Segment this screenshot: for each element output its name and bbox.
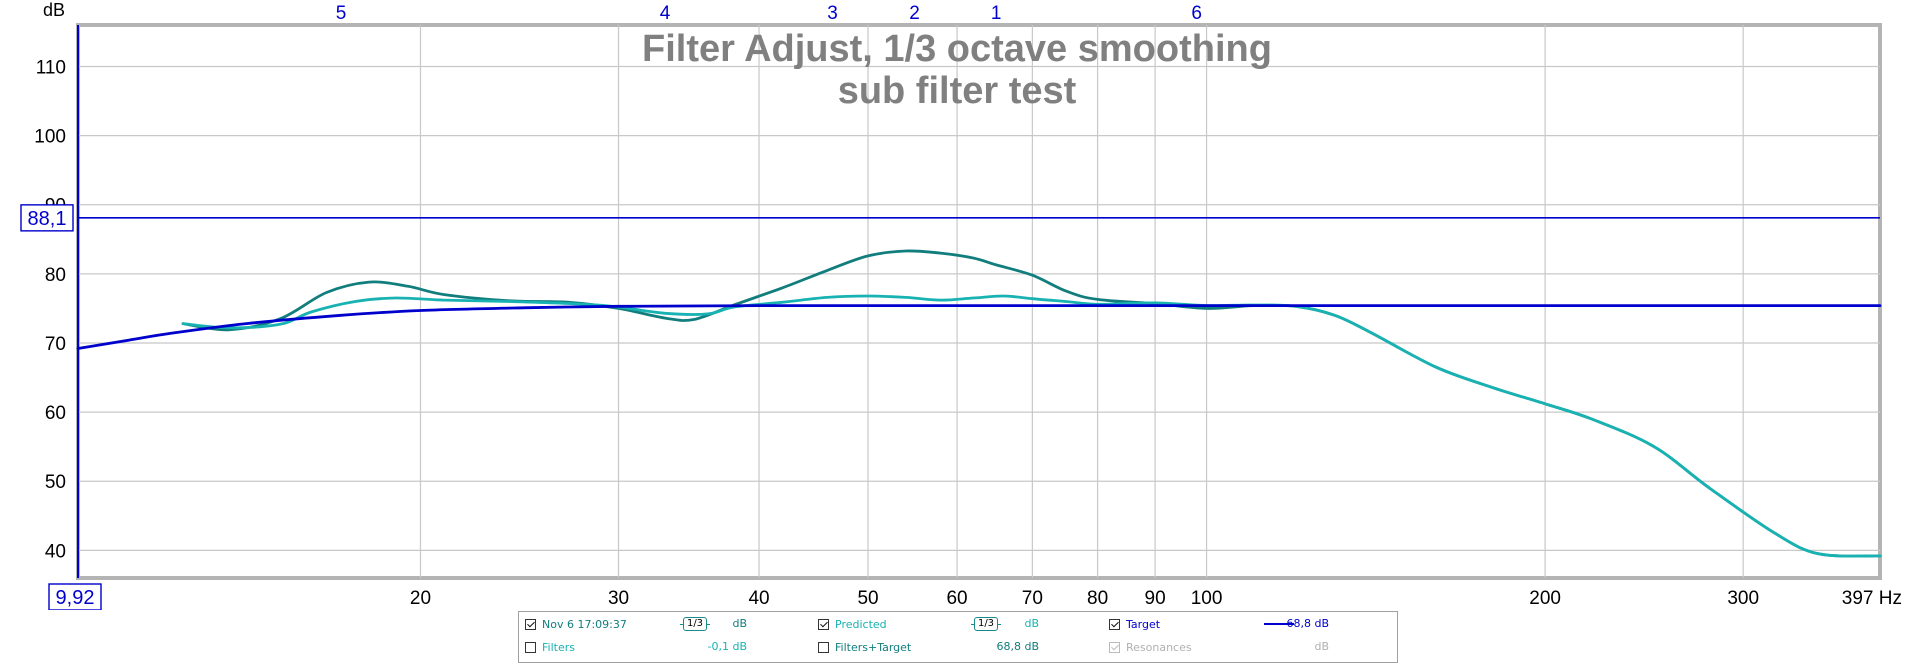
- x-tick-label-300: 300: [1727, 588, 1759, 609]
- y-tick-label-70: 70: [45, 334, 66, 355]
- legend-measurement[interactable]: Nov 6 17:09:37: [525, 615, 627, 633]
- y-tick-label-60: 60: [45, 403, 66, 424]
- y-tick-label-40: 40: [45, 541, 66, 562]
- frequency-readout-box: [48, 583, 102, 610]
- predicted-smoothing-value: 1/3: [973, 617, 999, 631]
- resonances-checkbox: [1109, 641, 1120, 653]
- target-curve: [76, 304, 1882, 350]
- y-tick-label-100: 100: [34, 127, 66, 148]
- filters-checkbox[interactable]: [525, 641, 536, 653]
- filter-marker-3: 3: [827, 3, 838, 24]
- target-value: 68,8 dB: [1286, 617, 1329, 630]
- filters-label: Filters: [542, 640, 575, 654]
- predicted-curve: [181, 294, 1882, 558]
- filter-marker-5: 5: [336, 3, 347, 24]
- filters-target-value: 68,8 dB: [996, 640, 1039, 653]
- target-checkbox[interactable]: [1109, 618, 1120, 630]
- resonances-label: Resonances: [1126, 640, 1192, 654]
- x-tick-label-100: 100: [1191, 588, 1223, 609]
- predicted-checkbox[interactable]: [818, 618, 829, 630]
- measurement-label: Nov 6 17:09:37: [542, 617, 627, 631]
- measurement-checkbox[interactable]: [525, 618, 536, 630]
- level-readout-box: [20, 204, 74, 232]
- frequency-response-chart: 405060708090100110dB20304050607080901002…: [20, 0, 1902, 610]
- resonances-value: dB: [1314, 640, 1329, 653]
- legend-target[interactable]: Target: [1109, 615, 1160, 633]
- frequency-readout-text: 9,92: [56, 587, 95, 609]
- y-tick-label-50: 50: [45, 472, 66, 493]
- y-tick-label-80: 80: [45, 265, 66, 286]
- predicted-label: Predicted: [835, 617, 887, 631]
- x-tick-label-70: 70: [1022, 588, 1043, 609]
- x-tick-label-80: 80: [1087, 588, 1108, 609]
- legend-filters-target[interactable]: Filters+Target: [818, 638, 911, 656]
- y-axis-label: dB: [43, 0, 65, 20]
- level-readout: 88,1: [20, 204, 74, 232]
- legend-resonances: Resonances: [1109, 638, 1192, 656]
- legend-filters[interactable]: Filters: [525, 638, 575, 656]
- filters-value: -0,1 dB: [707, 640, 748, 653]
- target-label: Target: [1126, 617, 1161, 631]
- measurement-smoothing-indicator[interactable]: 1/3: [680, 617, 710, 631]
- filters-target-checkbox[interactable]: [818, 641, 829, 653]
- x-tick-label-200: 200: [1529, 588, 1561, 609]
- measurement-value: dB: [732, 617, 747, 630]
- frequency-readout: 9,92: [48, 583, 102, 610]
- x-tick-label-40: 40: [748, 588, 769, 609]
- predicted-value: dB: [1024, 617, 1039, 630]
- legend-predicted[interactable]: Predicted: [818, 615, 887, 633]
- y-tick-label-110: 110: [36, 57, 66, 78]
- x-tick-label-20: 20: [410, 588, 431, 609]
- level-readout-text: 88,1: [28, 208, 67, 230]
- plot-area: [76, 23, 1882, 580]
- filters-target-label: Filters+Target: [835, 640, 912, 654]
- x-tick-label-30: 30: [608, 588, 629, 609]
- predicted-smoothing-indicator[interactable]: 1/3: [971, 617, 1001, 631]
- legend-panel: Nov 6 17:09:37 1/3 dB Predicted 1/3 dB T…: [518, 611, 1398, 663]
- filter-marker-2: 2: [909, 3, 920, 24]
- x-axis-end-label: 397 Hz: [1842, 588, 1902, 609]
- filter-marker-6: 6: [1191, 3, 1202, 24]
- chart-subtitle: sub filter test: [838, 70, 1077, 112]
- x-tick-label-90: 90: [1145, 588, 1166, 609]
- filter-marker-1: 1: [991, 3, 1002, 24]
- x-tick-label-50: 50: [857, 588, 878, 609]
- measurement-smoothing-value: 1/3: [682, 617, 708, 631]
- x-tick-label-60: 60: [946, 588, 967, 609]
- chart-title: Filter Adjust, 1/3 octave smoothing: [642, 28, 1272, 70]
- target-line-swatch: [1264, 623, 1294, 625]
- filter-marker-4: 4: [660, 3, 671, 24]
